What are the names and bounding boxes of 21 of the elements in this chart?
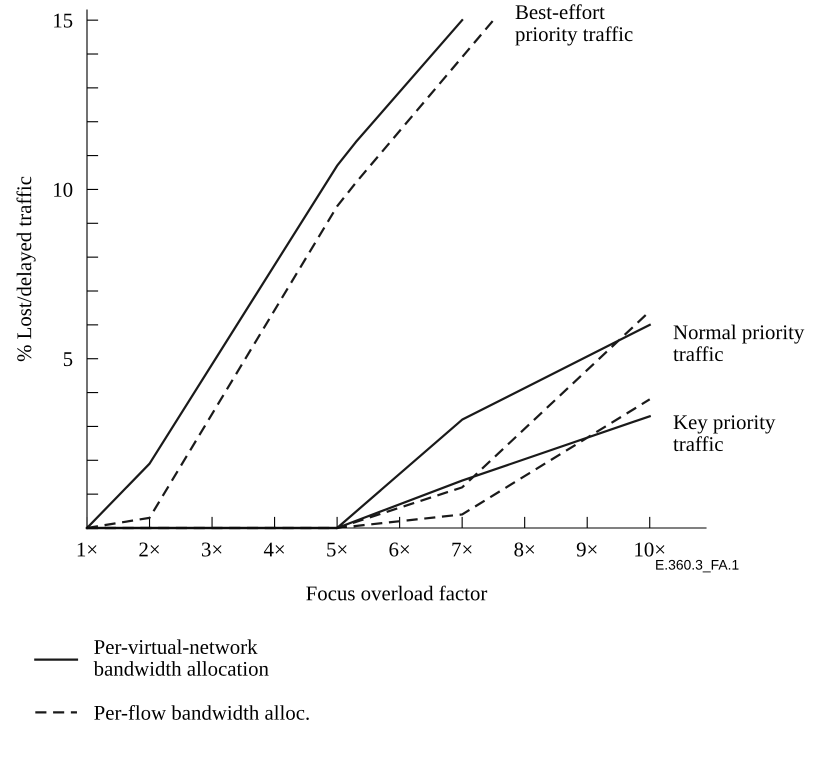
x-tick-label: 5× (327, 542, 347, 557)
x-tick-label: 4× (264, 542, 284, 556)
x-tick-label: 8× (514, 542, 534, 557)
x-tick-label: 2× (139, 542, 159, 556)
annotation: Key priority traffic (673, 415, 776, 452)
y-tick-label: 10 (54, 182, 72, 197)
x-tick-label: 6× (389, 542, 410, 557)
x-tick-label: 7× (452, 542, 472, 556)
x-tick-label: 3× (202, 542, 222, 557)
annotation: Normal priority traffic (673, 324, 804, 362)
y-tick-label: 15 (54, 14, 72, 28)
y-axis-title: % Lost/delayed traffic (16, 176, 36, 362)
x-tick-label: 1× (78, 542, 96, 556)
x-tick-label: 9× (576, 542, 597, 557)
text: E.360.3_FA.1 (656, 560, 738, 572)
y-tick-label: 5 (64, 352, 72, 366)
x-tick-label: 10× (635, 542, 664, 557)
legend-label: Per-flow bandwidth alloc. (94, 704, 309, 720)
legend-label: Per-virtual-network bandwidth allocation (94, 639, 269, 676)
annotation: Best-effort priority traffic (515, 4, 633, 46)
x-axis-title: Focus overload factor (306, 586, 488, 600)
